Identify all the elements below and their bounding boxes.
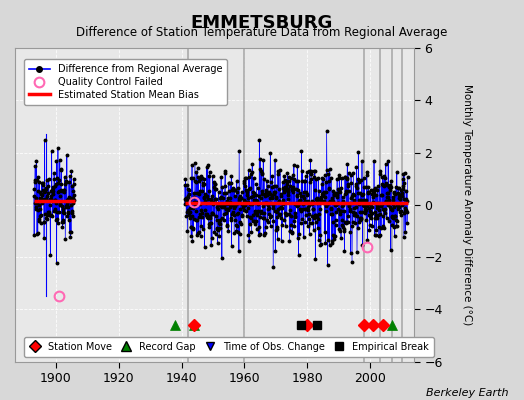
Legend: Station Move, Record Gap, Time of Obs. Change, Empirical Break: Station Move, Record Gap, Time of Obs. C… bbox=[24, 337, 434, 357]
Y-axis label: Monthly Temperature Anomaly Difference (°C): Monthly Temperature Anomaly Difference (… bbox=[462, 84, 472, 326]
Text: Berkeley Earth: Berkeley Earth bbox=[426, 388, 508, 398]
Text: Difference of Station Temperature Data from Regional Average: Difference of Station Temperature Data f… bbox=[77, 26, 447, 39]
Text: EMMETSBURG: EMMETSBURG bbox=[191, 14, 333, 32]
